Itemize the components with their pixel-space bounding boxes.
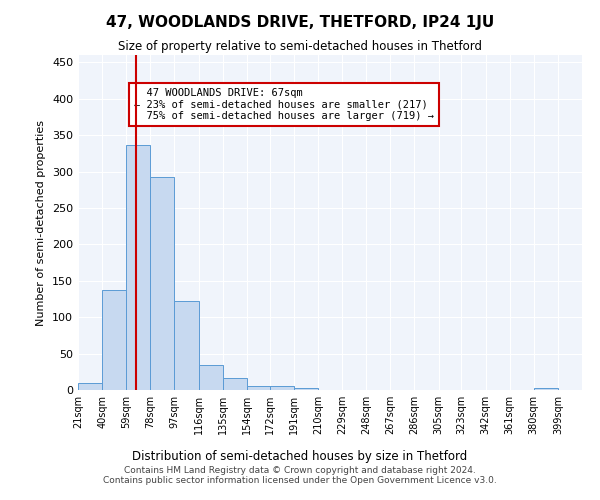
Bar [269,386,294,390]
Bar [102,290,126,390]
Bar [151,178,175,390]
Bar [78,382,102,390]
Text: Size of property relative to semi-detached houses in Thetford: Size of property relative to semi-detach… [118,40,482,53]
Bar [223,378,247,390]
Text: 47, WOODLANDS DRIVE, THETFORD, IP24 1JU: 47, WOODLANDS DRIVE, THETFORD, IP24 1JU [106,15,494,30]
Text: Distribution of semi-detached houses by size in Thetford: Distribution of semi-detached houses by … [133,450,467,463]
Bar [534,388,558,390]
Bar [247,386,271,390]
Y-axis label: Number of semi-detached properties: Number of semi-detached properties [37,120,46,326]
Bar [199,365,223,390]
Text: Contains HM Land Registry data © Crown copyright and database right 2024.
Contai: Contains HM Land Registry data © Crown c… [103,466,497,485]
Bar [126,146,151,390]
Bar [294,388,318,390]
Bar [175,301,199,390]
Text: 47 WOODLANDS DRIVE: 67sqm
← 23% of semi-detached houses are smaller (217)
  75% : 47 WOODLANDS DRIVE: 67sqm ← 23% of semi-… [134,88,434,121]
